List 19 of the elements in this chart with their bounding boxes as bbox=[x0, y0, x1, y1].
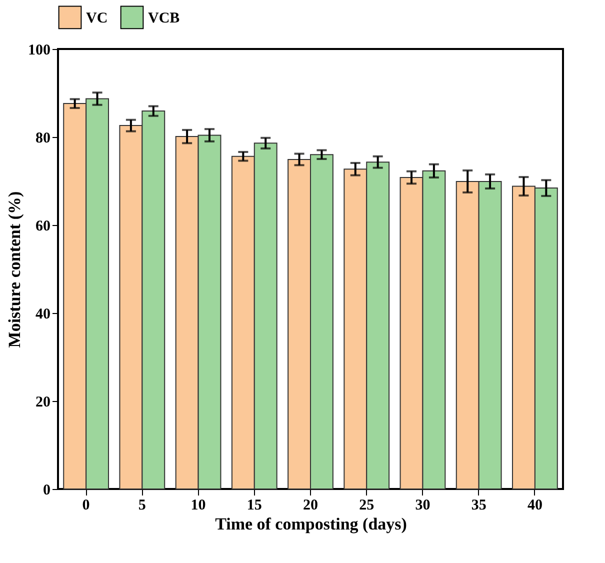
legend-label: VC bbox=[86, 10, 108, 26]
x-axis-title: Time of composting (days) bbox=[215, 514, 407, 534]
x-tick-label: 10 bbox=[190, 498, 206, 514]
x-tick-label: 30 bbox=[415, 498, 430, 514]
y-tick-label: 60 bbox=[36, 218, 50, 234]
y-tick-label: 100 bbox=[28, 42, 50, 58]
legend-label: VCB bbox=[148, 10, 180, 26]
x-tick-label: 5 bbox=[138, 498, 146, 514]
y-tick-label: 40 bbox=[36, 306, 50, 322]
x-tick-label: 25 bbox=[359, 498, 374, 514]
x-tick-label: 15 bbox=[246, 498, 262, 514]
y-tick-label: 20 bbox=[36, 394, 50, 410]
x-tick-label: 40 bbox=[527, 498, 542, 514]
y-axis-title: Moisture content (%) bbox=[5, 191, 24, 348]
x-tick-label: 0 bbox=[82, 498, 90, 514]
x-tick-label: 20 bbox=[303, 498, 318, 514]
y-tick-label: 80 bbox=[36, 130, 50, 146]
x-tick-label: 35 bbox=[471, 498, 486, 514]
y-tick-label: 0 bbox=[43, 482, 50, 498]
